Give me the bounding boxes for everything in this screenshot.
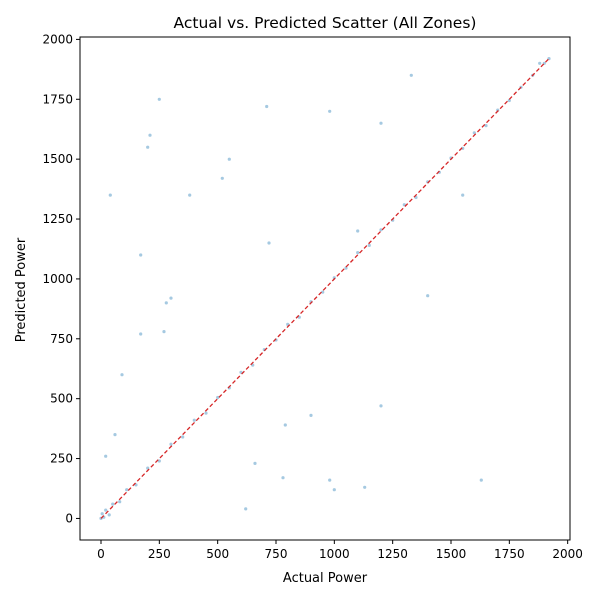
- y-tick-label: 250: [50, 452, 73, 466]
- x-tick-label: 1250: [377, 547, 408, 561]
- data-point: [283, 423, 287, 427]
- data-point: [265, 104, 269, 109]
- data-point: [356, 229, 360, 233]
- y-tick-label: 0: [65, 511, 73, 525]
- data-point: [188, 193, 192, 197]
- x-axis: 0 250 500 750 1000 1250 1500 1750 2000: [97, 540, 583, 561]
- y-tick-label: 1500: [42, 152, 73, 166]
- data-point: [169, 442, 173, 446]
- data-point: [332, 488, 336, 492]
- data-point: [267, 241, 271, 245]
- x-tick-label: 750: [265, 547, 288, 561]
- y-tick-label: 1250: [42, 212, 73, 226]
- data-point: [409, 73, 413, 77]
- data-point: [328, 109, 332, 113]
- data-point: [367, 243, 371, 247]
- data-point: [118, 500, 122, 504]
- data-point: [104, 508, 108, 512]
- x-tick-label: 2000: [552, 547, 583, 561]
- data-point: [181, 435, 185, 439]
- data-point: [227, 157, 231, 161]
- data-point: [356, 251, 360, 255]
- data-point: [204, 411, 208, 415]
- data-point: [253, 461, 257, 465]
- y-tick-label: 1750: [42, 92, 73, 106]
- y-tick-label: 2000: [42, 32, 73, 46]
- data-point: [107, 513, 111, 517]
- data-point: [146, 145, 150, 149]
- data-point: [157, 97, 161, 101]
- data-point: [108, 193, 112, 197]
- data-point: [111, 502, 115, 506]
- x-axis-label: Actual Power: [283, 571, 368, 586]
- data-point: [148, 133, 152, 137]
- data-point: [113, 433, 117, 437]
- x-tick-label: 1500: [436, 547, 467, 561]
- data-point: [309, 413, 313, 417]
- x-tick-label: 500: [206, 547, 229, 561]
- x-tick-label: 1000: [319, 547, 350, 561]
- y-tick-label: 500: [50, 392, 73, 406]
- x-tick-label: 0: [97, 547, 105, 561]
- y-axis: 0 250 500 750 1000 1250 1500 1750 2000: [42, 32, 80, 525]
- data-point: [244, 507, 248, 511]
- data-point: [379, 404, 383, 408]
- data-point: [363, 485, 367, 489]
- data-point: [162, 330, 166, 334]
- data-point: [426, 294, 430, 298]
- data-point: [120, 373, 124, 377]
- data-point: [379, 121, 383, 125]
- data-point: [100, 512, 104, 516]
- chart-title: Actual vs. Predicted Scatter (All Zones): [174, 14, 477, 32]
- data-point: [220, 176, 224, 180]
- y-tick-label: 1000: [42, 272, 73, 286]
- x-tick-label: 1750: [494, 547, 525, 561]
- data-point: [379, 228, 383, 232]
- data-point: [139, 253, 143, 257]
- data-point: [507, 98, 511, 103]
- data-point: [281, 476, 285, 480]
- data-point: [321, 290, 325, 294]
- data-point: [216, 395, 220, 400]
- data-point: [192, 418, 196, 422]
- data-point: [344, 266, 348, 270]
- reference-line: [100, 58, 550, 519]
- y-axis-label: Predicted Power: [14, 237, 29, 342]
- x-tick-label: 250: [148, 547, 171, 561]
- data-point: [538, 61, 542, 65]
- data-point: [164, 301, 168, 305]
- plot-frame: [79, 36, 571, 541]
- data-point: [484, 124, 488, 128]
- data-point: [139, 332, 143, 336]
- data-point: [104, 454, 108, 458]
- data-point: [328, 478, 332, 482]
- data-point: [125, 488, 129, 492]
- data-point: [461, 193, 465, 197]
- data-point: [479, 478, 483, 482]
- y-tick-label: 750: [50, 332, 73, 346]
- data-point: [169, 296, 173, 300]
